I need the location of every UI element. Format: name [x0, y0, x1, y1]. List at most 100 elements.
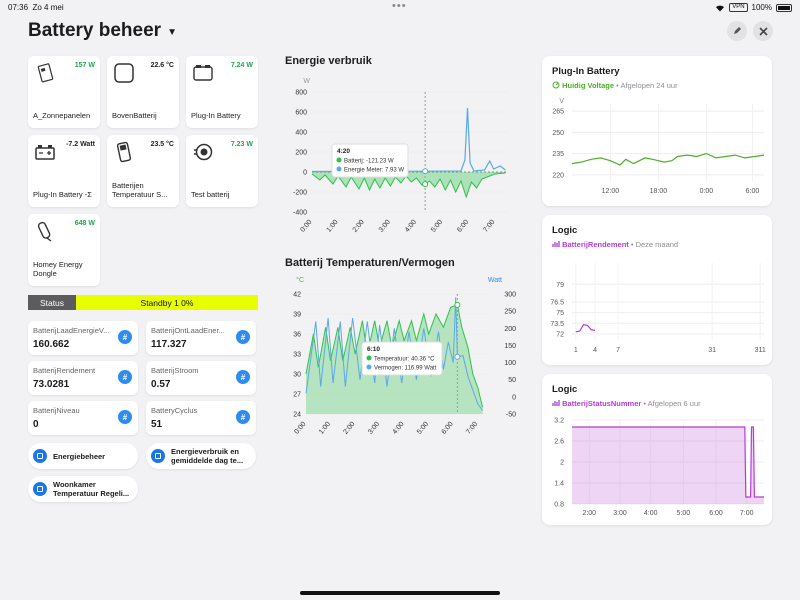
device-name: BovenBatterij	[112, 111, 157, 120]
x-tick-label: 7:00	[465, 421, 479, 436]
energie-verbruik-chart[interactable]: W 800 600 400 200 0 -200 -400 0:00 1:00 2:00 3:00 4:…	[280, 70, 520, 240]
tooltip-point	[422, 181, 429, 188]
flow-icon	[33, 449, 47, 463]
variable-name: BatteryCyclus	[151, 406, 198, 415]
y-tick-label: -400	[293, 210, 307, 217]
pencil-icon	[734, 27, 741, 34]
device-tile-plugin-battery[interactable]: 7.24 W Plug-In Battery	[186, 56, 258, 128]
y-tick-label: 200	[295, 150, 307, 157]
y-axis-unit: V	[559, 98, 564, 105]
flow-label: Energieverbruik en gemiddelde dag te...	[171, 447, 244, 465]
bar-chart-icon	[552, 400, 560, 406]
flow-label: Energiebeheer	[53, 451, 106, 461]
tooltip-line: Vermogen: 116.99 Watt	[374, 366, 437, 372]
device-value: 7.24 W	[230, 62, 253, 69]
hash-icon: #	[236, 370, 250, 384]
y-tick-label: 600	[295, 110, 307, 117]
flow-button-energiebeheer[interactable]: Energiebeheer	[28, 443, 138, 469]
insight-card-rendement[interactable]: Logic BatterijRendement • Deze maand 79 7…	[542, 215, 772, 365]
device-name: Plug-In Battery	[191, 111, 241, 120]
tooltip-line: Temperatuur: 40.36 °C	[374, 357, 435, 363]
device-tile-homey-energy-dongle[interactable]: 648 W Homey Energy Dongle	[28, 214, 100, 286]
y-right-tick-label: 100	[504, 360, 516, 367]
device-tile-batterijen-temperatuur[interactable]: 23.5 °C Batterijen Temperatuur S...	[107, 135, 179, 207]
x-tick-label: 0:00	[700, 188, 714, 195]
rendement-chart: 79 76.5 75 73.5 72 1 4 7 31 311	[550, 263, 766, 354]
close-icon	[758, 26, 768, 36]
y-tick-label: 2	[560, 460, 564, 467]
device-tile-bovenbatterij[interactable]: 22.6 °C BovenBatterij	[107, 56, 179, 128]
variable-card[interactable]: BatterijNiveau 0 #	[28, 401, 138, 435]
insight-card-plugin-battery[interactable]: Plug-In Battery Huidig Voltage • Afgelop…	[542, 56, 772, 206]
y-left-tick-label: 33	[293, 352, 301, 359]
y-right-tick-label: 150	[504, 343, 516, 350]
flow-icon	[151, 449, 165, 463]
device-name: A_Zonnepanelen	[33, 111, 91, 120]
y-tick-label: 1.4	[554, 481, 564, 488]
device-name: Homey Energy Dongle	[33, 260, 83, 278]
y-right-tick-label: 50	[508, 377, 516, 384]
card-title: Plug-In Battery	[552, 66, 620, 77]
x-tick-label: 6:00	[441, 421, 455, 436]
device-tile-test-batterij[interactable]: 7.23 W Test batterij	[186, 135, 258, 207]
flow-label: Woonkamer Temperatuur Regeli...	[53, 480, 130, 498]
x-tick-label: 12:00	[602, 188, 620, 195]
variable-card[interactable]: BatterijStroom 0.57 #	[146, 361, 256, 395]
tooltip-swatch	[366, 364, 372, 370]
page-title[interactable]: Battery beheer ▼	[28, 20, 177, 42]
status-label: Status	[28, 295, 76, 310]
gauge-icon	[552, 81, 560, 89]
edit-button[interactable]	[727, 21, 747, 41]
status-icons: VPN 100%	[715, 3, 792, 12]
car-battery-icon	[35, 145, 55, 160]
y-left-tick-label: 39	[293, 312, 301, 319]
x-tick-label: 2:00	[582, 510, 596, 517]
y-tick-label: 235	[552, 151, 564, 158]
battery-box-icon	[193, 65, 213, 81]
hash-icon: #	[118, 330, 132, 344]
x-tick-label: 3:00	[613, 510, 627, 517]
clock: 07:36 Zo 4 mei	[8, 3, 64, 12]
y-tick-label: 400	[295, 130, 307, 137]
y-left-tick-label: 24	[293, 412, 301, 419]
series-area-batterij	[312, 172, 506, 197]
variable-card[interactable]: BatterijOntLaadEner... 117.327 #	[146, 321, 256, 355]
x-tick-label: 7:00	[482, 219, 496, 234]
y-tick-label: 72	[556, 331, 564, 338]
variable-name: BatterijOntLaadEner...	[151, 326, 225, 335]
battery-icon	[776, 3, 792, 12]
insight-card-statusnummer[interactable]: Logic BatterijStatusNummer • Afgelopen 6…	[542, 374, 772, 525]
x-tick-label: 5:00	[416, 421, 430, 436]
variable-value: 117.327	[151, 339, 187, 350]
card-title: Logic	[552, 225, 578, 236]
y-right-tick-label: 300	[504, 292, 516, 299]
sensor-icon	[116, 141, 132, 163]
x-tick-label: 4	[593, 347, 597, 354]
series-area	[572, 427, 764, 504]
card-metric: BatterijRendement	[562, 240, 629, 249]
y-axis-unit: W	[303, 78, 310, 85]
variable-card[interactable]: BatterijRendement 73.0281 #	[28, 361, 138, 395]
home-indicator[interactable]	[300, 591, 500, 595]
temperatuur-vermogen-chart[interactable]: °C Watt 42 39 36 33 30 27 24 300 250 200 150 100 50 0 -5…	[280, 272, 520, 442]
page-title-text: Battery beheer	[28, 20, 162, 41]
x-tick-label: 4:00	[404, 219, 418, 234]
y-right-tick-label: 200	[504, 326, 516, 333]
variable-card[interactable]: BatteryCyclus 51 #	[146, 401, 256, 435]
close-button[interactable]	[753, 21, 773, 41]
device-value: 648 W	[74, 220, 95, 227]
device-tile-plugin-battery-sum[interactable]: -7.2 Watt Plug-In Battery -Σ	[28, 135, 100, 207]
status-value: Standby 1 0%	[76, 295, 258, 310]
flow-button-energieverbruik[interactable]: Energieverbruik en gemiddelde dag te...	[146, 443, 256, 469]
statusnummer-chart: 3.2 2.6 2 1.4 0.8 2:00 3:00 4:00 5:00 6:00 7:00	[554, 418, 764, 517]
series-line-batterij	[311, 172, 506, 199]
x-tick-label: 1	[574, 347, 578, 354]
card-subtitle: BatterijRendement • Deze maand	[552, 240, 678, 249]
vpn-badge: VPN	[729, 3, 748, 12]
device-tile-zonnepanelen[interactable]: 157 W A_Zonnepanelen	[28, 56, 100, 128]
y-left-tick-label: 42	[293, 292, 301, 299]
multitask-dots[interactable]: •••	[392, 0, 407, 12]
variable-card[interactable]: BatterijLaadEnergieV... 160.662 #	[28, 321, 138, 355]
flow-button-woonkamer[interactable]: Woonkamer Temperatuur Regeli...	[28, 476, 138, 502]
status-bar-widget: Status Standby 1 0%	[28, 295, 258, 310]
